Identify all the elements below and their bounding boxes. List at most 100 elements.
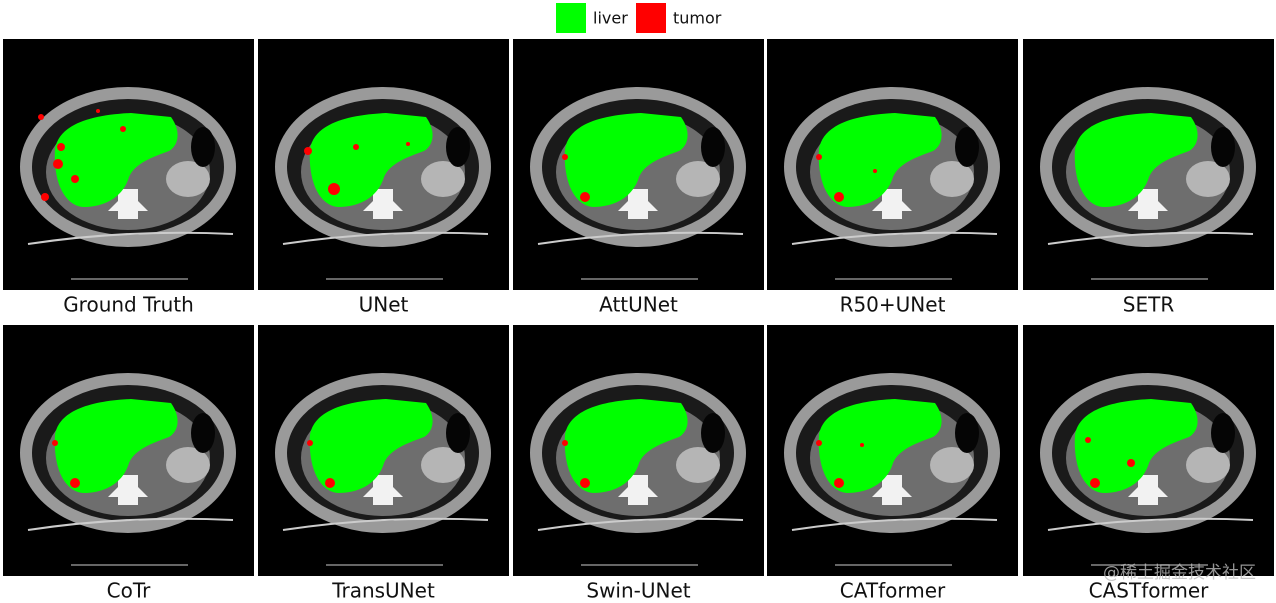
scanner-table: [1047, 517, 1254, 531]
stomach: [421, 447, 465, 483]
legend-swatch: [636, 3, 666, 33]
legend-label: tumor: [673, 9, 722, 28]
panel-label: SETR: [1123, 293, 1175, 317]
spine: [618, 189, 658, 219]
ct-panel: [258, 39, 509, 290]
liver: [818, 399, 942, 493]
panel-label: R50+UNet: [840, 293, 946, 317]
tumor: [41, 193, 49, 201]
panel-label: UNet: [359, 293, 409, 317]
panel-label: CATformer: [840, 579, 946, 603]
scanner-table: [537, 517, 744, 531]
tumor: [304, 147, 312, 155]
scanner-table: [791, 231, 998, 245]
liver: [309, 113, 433, 207]
tumor: [1127, 459, 1135, 467]
legend-swatch: [556, 3, 586, 33]
spine: [618, 475, 658, 505]
scanner-table: [791, 517, 998, 531]
tumor: [53, 159, 63, 169]
tumor: [562, 440, 568, 446]
spine: [363, 189, 403, 219]
tumor: [353, 144, 359, 150]
spine: [1128, 475, 1168, 505]
tumor: [96, 109, 100, 113]
ct-panel: [3, 39, 254, 290]
liver: [54, 399, 178, 493]
lung: [701, 127, 725, 167]
panel-label: AttUNet: [599, 293, 678, 317]
panel-label: Swin-UNet: [586, 579, 690, 603]
tumor: [834, 192, 844, 202]
scanner-table: [537, 231, 744, 245]
lung: [955, 413, 979, 453]
stomach: [1186, 161, 1230, 197]
panel-label: TransUNet: [331, 579, 435, 603]
panel-label: Ground Truth: [63, 293, 194, 317]
tumor: [38, 114, 44, 120]
spine: [108, 475, 148, 505]
tumor: [70, 478, 80, 488]
ct-panel: [258, 325, 509, 576]
tumor: [873, 169, 877, 173]
spine: [108, 189, 148, 219]
panel-label: CoTr: [107, 579, 151, 603]
tumor: [860, 443, 864, 447]
lung: [446, 127, 470, 167]
tumor: [580, 192, 590, 202]
tumor: [562, 154, 568, 160]
ct-panel: [3, 325, 254, 576]
stomach: [930, 447, 974, 483]
tumor: [325, 478, 335, 488]
lung: [1211, 127, 1235, 167]
tumor: [1085, 437, 1091, 443]
liver: [1074, 113, 1198, 207]
tumor: [1090, 478, 1100, 488]
liver: [818, 113, 942, 207]
lung: [1211, 413, 1235, 453]
stomach: [676, 447, 720, 483]
panel-label: CASTformer: [1089, 579, 1209, 603]
ct-panel: [1023, 39, 1274, 290]
lung: [701, 413, 725, 453]
tumor: [816, 440, 822, 446]
liver: [1074, 399, 1198, 493]
scanner-table: [282, 231, 489, 245]
liver: [309, 399, 433, 493]
tumor: [307, 440, 313, 446]
legend-label: liver: [593, 9, 628, 28]
tumor: [834, 478, 844, 488]
lung: [446, 413, 470, 453]
tumor: [57, 143, 65, 151]
tumor: [816, 154, 822, 160]
tumor: [580, 478, 590, 488]
stomach: [1186, 447, 1230, 483]
lung: [191, 413, 215, 453]
scanner-table: [27, 231, 234, 245]
liver: [564, 399, 688, 493]
scanner-table: [27, 517, 234, 531]
spine: [872, 189, 912, 219]
ct-panel: [1023, 325, 1274, 576]
scanner-table: [282, 517, 489, 531]
scanner-table: [1047, 231, 1254, 245]
stomach: [930, 161, 974, 197]
tumor: [328, 183, 340, 195]
liver: [54, 113, 178, 207]
stomach: [676, 161, 720, 197]
ct-panel: [513, 325, 764, 576]
watermark: @稀土掘金技术社区: [1103, 563, 1256, 583]
tumor: [71, 175, 79, 183]
ct-panel: [513, 39, 764, 290]
tumor: [406, 142, 410, 146]
spine: [1128, 189, 1168, 219]
lung: [955, 127, 979, 167]
stomach: [166, 161, 210, 197]
spine: [363, 475, 403, 505]
liver: [564, 113, 688, 207]
tumor: [52, 440, 58, 446]
tumor: [120, 126, 126, 132]
ct-panel: [767, 325, 1018, 576]
